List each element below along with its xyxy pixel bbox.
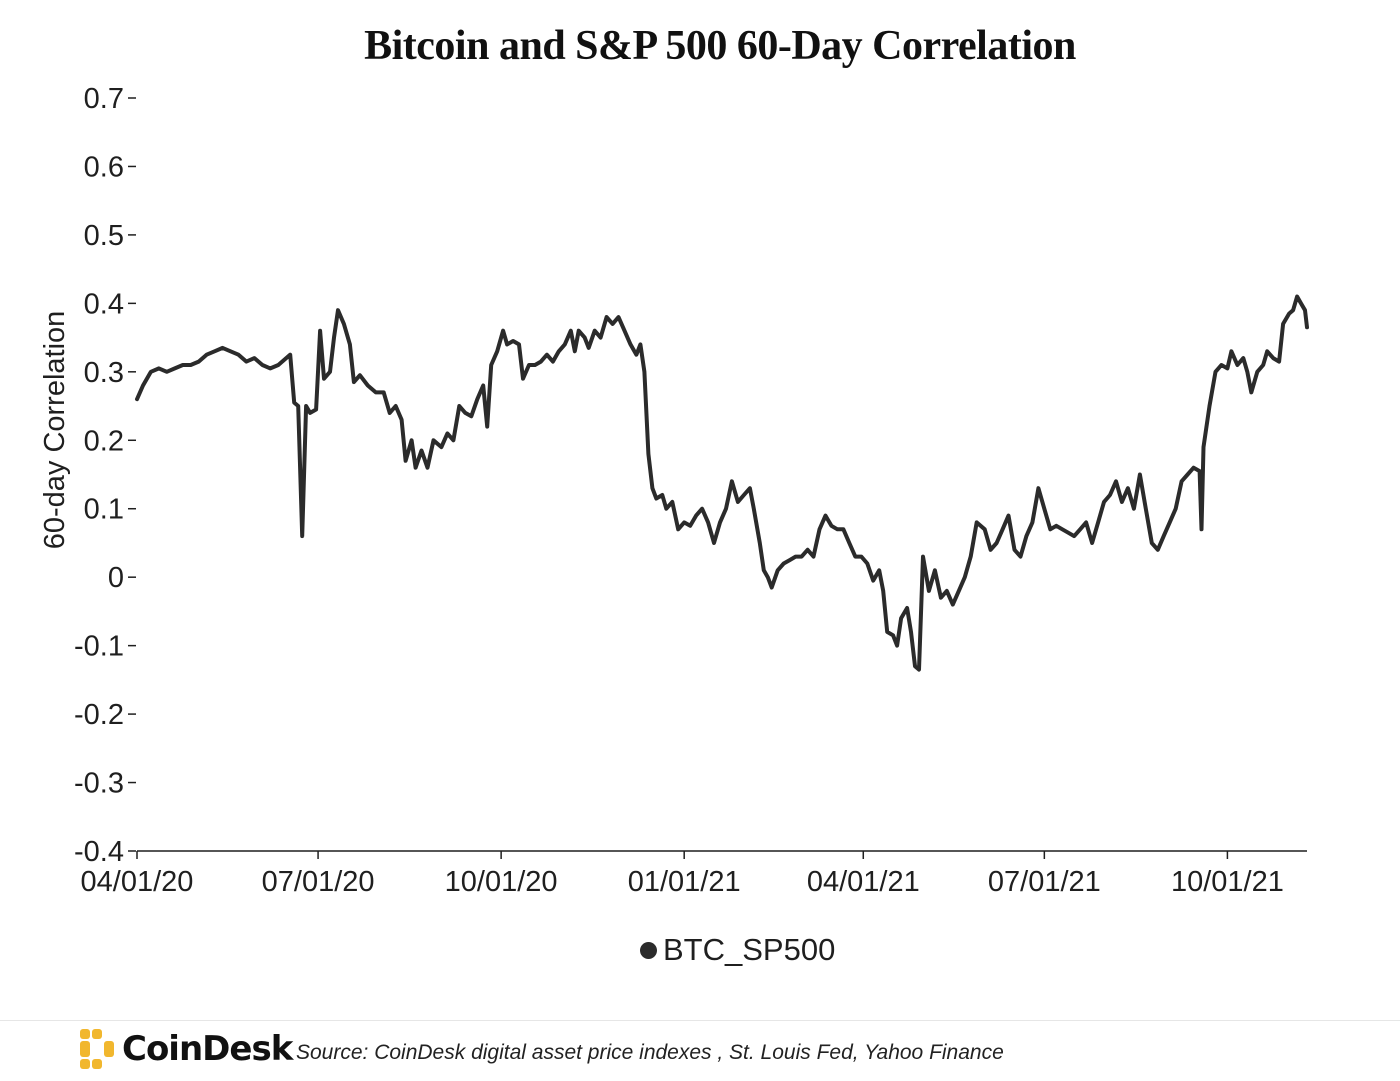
- y-axis-label: 60-day Correlation: [39, 311, 71, 550]
- y-tick-label: 0.6: [84, 151, 124, 183]
- y-axis: 0.7 0.6 0.5 0.4 0.3 0.2 0.1 0 -0.1 -0.2 -0.3 -0.4: [74, 83, 136, 868]
- footer: CoinDesk Source: CoinDesk digital asset …: [0, 1020, 1400, 1081]
- y-tick-label: 0.3: [84, 357, 124, 389]
- source-note: Source: CoinDesk digital asset price ind…: [296, 1041, 1004, 1064]
- x-tick-label: 10/01/20: [445, 866, 558, 898]
- x-tick-label: 10/01/21: [1171, 866, 1284, 898]
- y-tick-label: 0.5: [84, 220, 124, 252]
- y-tick-label: 0.7: [84, 83, 124, 115]
- y-tick-label: -0.1: [74, 631, 124, 663]
- y-tick-label: 0.1: [84, 494, 124, 526]
- coindesk-logo-icon: [80, 1029, 114, 1069]
- legend: BTC_SP500: [640, 932, 835, 968]
- y-tick-label: -0.3: [74, 768, 124, 800]
- y-tick-label: -0.4: [74, 836, 124, 868]
- x-tick-label: 07/01/20: [262, 866, 375, 898]
- x-axis: 04/01/20 07/01/20 10/01/20 01/01/21 04/01/21…: [81, 850, 1307, 898]
- x-tick-label: 07/01/21: [988, 866, 1101, 898]
- series-line-btc-sp500: [135, 294, 1309, 672]
- coindesk-logo-text: CoinDesk: [122, 1029, 293, 1069]
- y-tick-label: -0.2: [74, 699, 124, 731]
- y-tick-label: 0: [108, 562, 124, 594]
- y-tick-label: 0.4: [84, 288, 124, 320]
- coindesk-logo: CoinDesk: [80, 1029, 293, 1069]
- legend-marker: [640, 941, 657, 959]
- legend-label: BTC_SP500: [663, 932, 836, 967]
- chart-title: Bitcoin and S&P 500 60-Day Correlation: [364, 23, 1076, 69]
- x-tick-label: 04/01/21: [807, 866, 920, 898]
- chart-svg: 0.7 0.6 0.5 0.4 0.3 0.2 0.1 0 -0.1 -0.2 -0.3 -0.4 0…: [39, 83, 1309, 898]
- x-tick-label: 04/01/20: [81, 866, 194, 898]
- x-tick-label: 01/01/21: [628, 866, 741, 898]
- y-tick-label: 0.2: [84, 425, 124, 457]
